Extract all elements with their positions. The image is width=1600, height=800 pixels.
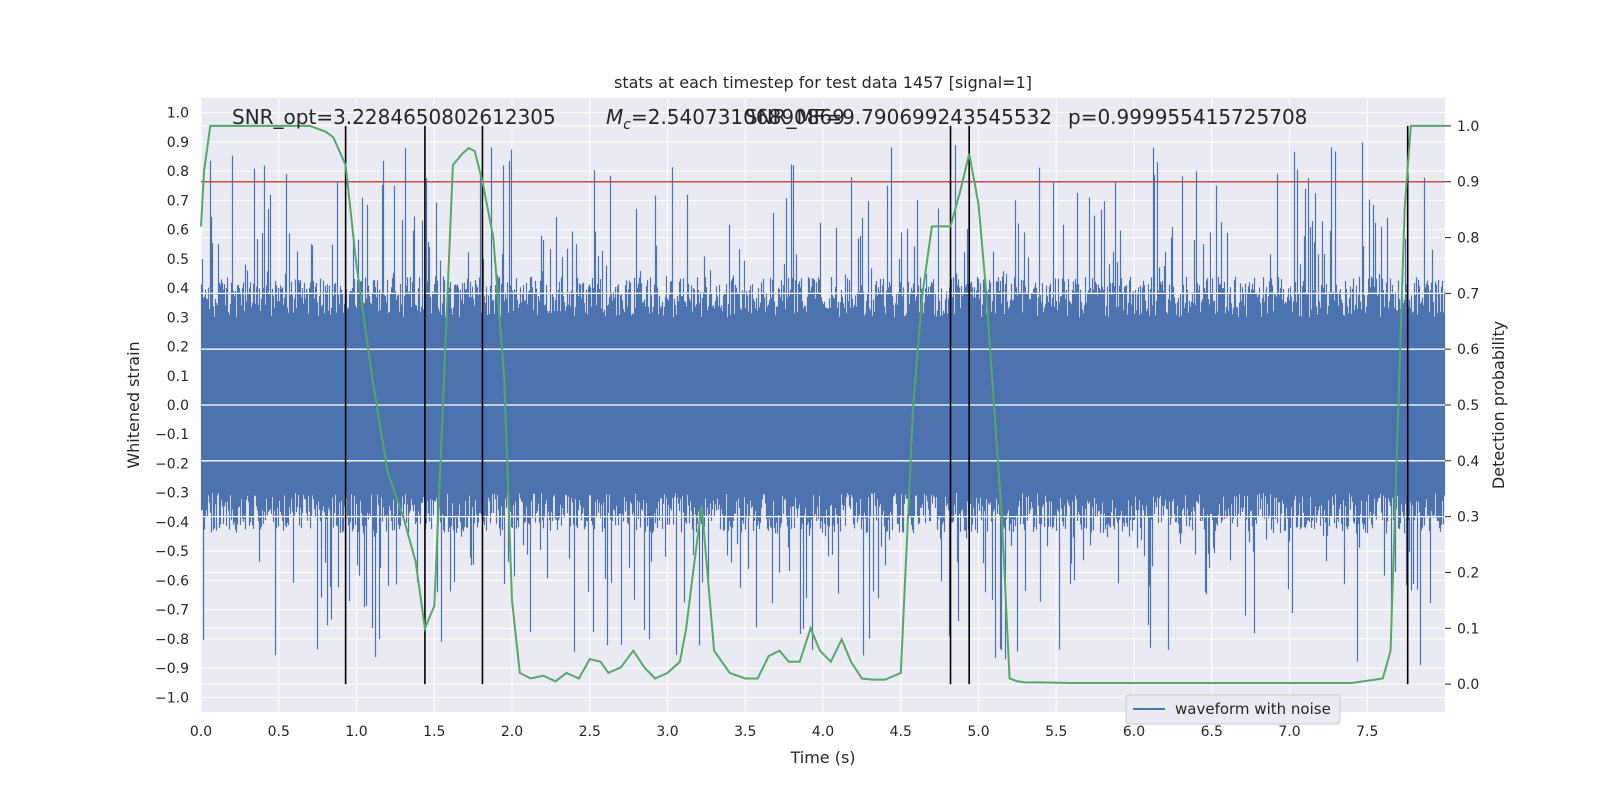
annotation-mc: Mc=2.54073106890869: [606, 105, 845, 133]
x-tick-label: 3.0: [656, 724, 678, 740]
legend-label: waveform with noise: [1175, 700, 1331, 718]
left-y-tick-labels: 1.0 0.9 0.8 0.7 0.6 0.5 0.4 0.3 0.2 0.1 0.0 −0.1 −0.…: [155, 106, 189, 707]
x-axis-label: Time (s): [789, 748, 855, 767]
y-tick-label: 0.3: [167, 310, 189, 326]
chart-title: stats at each timestep for test data 145…: [614, 73, 1032, 92]
mc-symbol: M: [606, 105, 623, 129]
y2-tick-label: 0.8: [1457, 231, 1479, 247]
vertical-markers: [344, 125, 1409, 685]
annotation-snr-opt: SNR_opt=3.2284650802612305: [232, 105, 556, 129]
y-axis-label-left: Whitened strain: [124, 341, 143, 468]
y2-tick-label: 0.3: [1457, 510, 1479, 526]
x-tick-label: 4.0: [812, 724, 834, 740]
y2-tick-label: 0.0: [1457, 677, 1479, 693]
y-tick-label: 0.4: [167, 281, 189, 297]
y-tick-label: −0.4: [155, 515, 189, 531]
y-tick-label: −1.0: [155, 690, 189, 706]
x-tick-label: 7.5: [1356, 724, 1378, 740]
y2-tick-label: 0.7: [1457, 286, 1479, 302]
waveform-series: [200, 142, 1446, 666]
y2-tick-label: 0.4: [1457, 454, 1479, 470]
y-tick-label: −0.8: [155, 632, 189, 648]
y-tick-label: 0.8: [167, 164, 189, 180]
y-tick-label: 0.2: [167, 340, 189, 356]
right-y-tick-labels: 1.0 0.9 0.8 0.7 0.6 0.5 0.4 0.3 0.2 0.1 0.0: [1445, 119, 1479, 693]
x-tick-label: 5.5: [1045, 724, 1067, 740]
y-tick-label: −0.9: [155, 661, 189, 677]
x-tick-label: 7.0: [1278, 724, 1300, 740]
y-tick-label: −0.3: [155, 486, 189, 502]
annotation-p: p=0.999955415725708: [1068, 105, 1307, 129]
x-tick-label: 6.0: [1123, 724, 1145, 740]
x-tick-label: 1.0: [345, 724, 367, 740]
y-tick-label: 0.5: [167, 252, 189, 268]
x-tick-label: 0.5: [268, 724, 290, 740]
y-tick-label: −0.5: [155, 544, 189, 560]
x-tick-label: 0.0: [190, 724, 212, 740]
y-tick-label: −0.6: [155, 573, 189, 589]
x-tick-label: 6.5: [1201, 724, 1223, 740]
x-tick-label: 3.5: [734, 724, 756, 740]
mc-value: =2.54073106890869: [631, 105, 845, 129]
x-tick-label: 5.0: [967, 724, 989, 740]
x-tick-label: 2.5: [579, 724, 601, 740]
y-tick-label: −0.7: [155, 603, 189, 619]
y2-tick-label: 0.1: [1457, 621, 1479, 637]
mc-subscript: c: [623, 117, 631, 133]
y2-tick-label: 1.0: [1457, 119, 1479, 135]
y-tick-label: 0.7: [167, 193, 189, 209]
y-tick-label: 0.6: [167, 223, 189, 239]
y-axis-label-right: Detection probability: [1489, 321, 1508, 489]
probability-series: [200, 124, 1445, 684]
x-tick-label: 2.0: [501, 724, 523, 740]
y-tick-label: 0.0: [167, 398, 189, 414]
y-tick-label: 0.9: [167, 135, 189, 151]
x-tick-label: 4.5: [890, 724, 912, 740]
x-tick-label: 1.5: [423, 724, 445, 740]
y2-tick-label: 0.9: [1457, 175, 1479, 191]
legend-box: [1125, 694, 1341, 725]
annotation-snr-mf: SNR_MF=9.790699243545532: [745, 105, 1052, 129]
y-tick-label: 1.0: [167, 106, 189, 122]
y-tick-label: 0.1: [167, 369, 189, 385]
y2-tick-label: 0.2: [1457, 565, 1479, 581]
x-tick-labels: 0.0 0.5 1.0 1.5 2.0 2.5 3.0 3.5 4.0 4.5 5.0 5.5 6.0 6…: [190, 724, 1379, 740]
y2-tick-label: 0.6: [1457, 342, 1479, 358]
y-tick-label: −0.2: [155, 456, 189, 472]
probability-line: [200, 124, 1445, 684]
y2-tick-label: 0.5: [1457, 398, 1479, 414]
legend: waveform with noise: [1125, 694, 1341, 725]
y-tick-label: −0.1: [155, 427, 189, 443]
